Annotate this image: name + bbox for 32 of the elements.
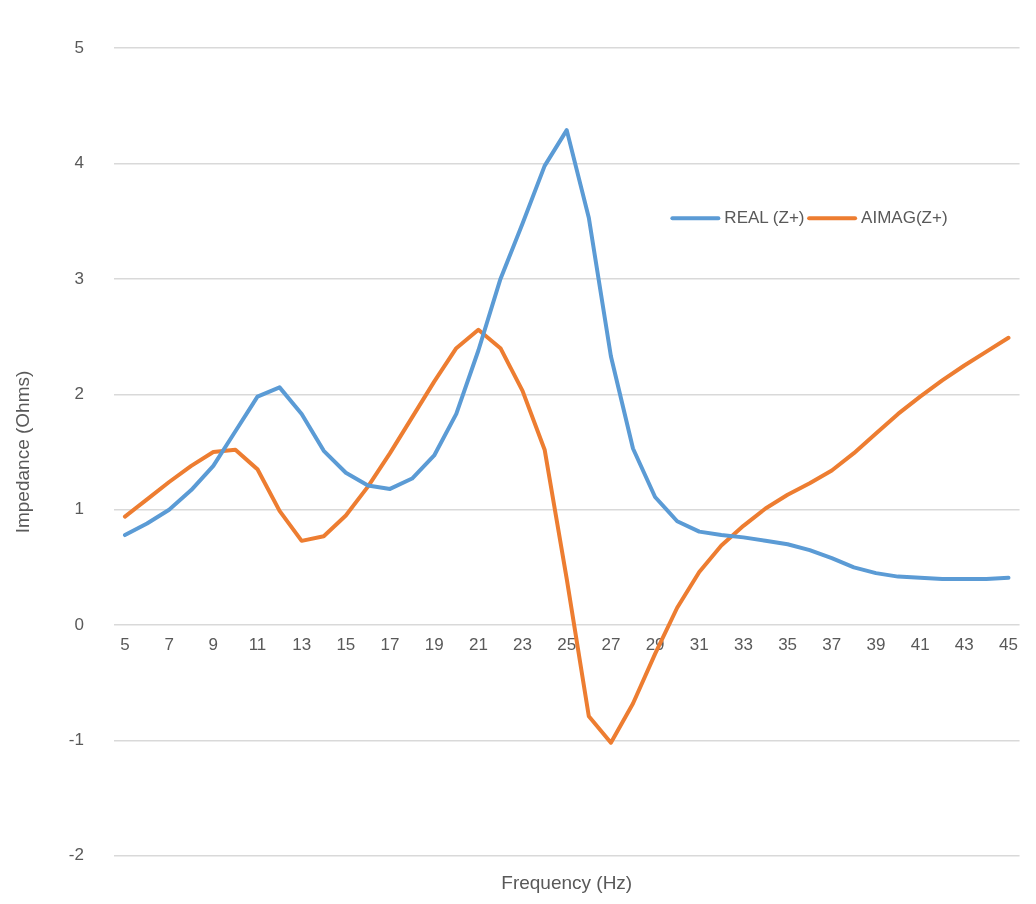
x-tick-label: 41: [910, 634, 930, 654]
x-tick-label: 7: [164, 634, 174, 654]
x-tick-label: 31: [689, 634, 709, 654]
y-tick-label: 2: [74, 384, 84, 403]
y-tick-label: 0: [74, 614, 84, 634]
x-tick-label: 5: [120, 634, 130, 654]
y-tick-label: 1: [74, 499, 84, 519]
x-tick-label: 23: [513, 634, 533, 654]
x-tick-label: 19: [424, 634, 444, 654]
x-tick-label: 9: [208, 634, 219, 654]
x-tick-label: 11: [248, 634, 267, 654]
x-tick-label: 37: [822, 634, 842, 654]
y-tick-label: -1: [68, 730, 84, 750]
y-tick-label: 3: [74, 268, 84, 288]
x-tick-label: 21: [468, 634, 488, 654]
x-axis-title: Frequency (Hz): [501, 872, 633, 894]
y-axis-title: Impedance (Ohms): [11, 370, 33, 534]
x-tick-label: 13: [292, 634, 312, 654]
x-tick-label: 45: [999, 634, 1018, 654]
x-tick-label: 43: [954, 634, 974, 654]
x-tick-label: 39: [866, 634, 886, 654]
legend-label: AIMAG(Z+): [861, 207, 948, 227]
x-tick-label: 35: [778, 634, 798, 654]
x-tick-label: 17: [380, 634, 400, 654]
x-tick-label: 15: [336, 634, 356, 654]
x-tick-label: 25: [557, 634, 577, 654]
x-tick-label: 27: [601, 634, 621, 654]
y-tick-label: -2: [68, 845, 84, 865]
legend-label: REAL (Z+): [724, 207, 805, 227]
y-tick-label: 5: [74, 37, 84, 57]
y-tick-label: 4: [74, 153, 84, 173]
x-tick-label: 33: [733, 634, 753, 654]
